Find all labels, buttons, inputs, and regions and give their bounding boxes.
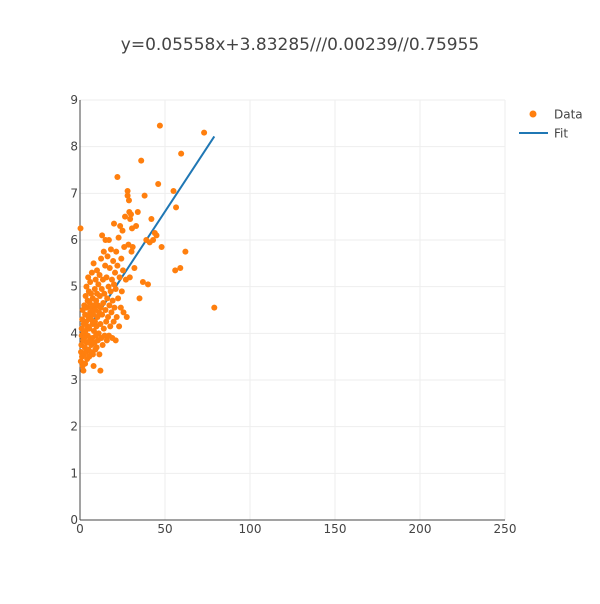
chart-title: y=0.05558x+3.83285///0.00239//0.75955 bbox=[121, 35, 479, 55]
data-point bbox=[122, 214, 128, 220]
data-point bbox=[126, 197, 132, 203]
y-tick-label: 5 bbox=[70, 280, 78, 294]
data-point bbox=[125, 188, 131, 194]
data-point bbox=[140, 279, 146, 285]
data-point bbox=[117, 274, 123, 280]
data-point bbox=[172, 267, 178, 273]
x-tick-label: 150 bbox=[324, 522, 347, 536]
data-point bbox=[113, 249, 119, 255]
data-point bbox=[155, 181, 161, 187]
data-point bbox=[103, 307, 109, 313]
x-tick-label: 100 bbox=[239, 522, 262, 536]
data-point bbox=[94, 344, 100, 350]
legend-data-marker bbox=[530, 111, 537, 118]
data-point bbox=[178, 151, 184, 157]
data-point bbox=[111, 221, 117, 227]
data-point bbox=[98, 256, 104, 262]
data-point bbox=[87, 279, 93, 285]
data-point bbox=[114, 174, 120, 180]
data-point bbox=[211, 305, 217, 311]
data-point bbox=[201, 130, 207, 136]
data-point bbox=[104, 295, 110, 301]
y-tick-label: 1 bbox=[70, 466, 78, 480]
data-point bbox=[120, 228, 126, 234]
data-point bbox=[114, 263, 120, 269]
data-point bbox=[110, 258, 116, 264]
data-point bbox=[104, 274, 110, 280]
data-point bbox=[78, 225, 84, 231]
data-point bbox=[105, 253, 111, 259]
data-point bbox=[101, 326, 107, 332]
data-point bbox=[91, 363, 97, 369]
data-point bbox=[133, 223, 139, 229]
data-point bbox=[159, 244, 165, 250]
data-point bbox=[130, 244, 136, 250]
data-point bbox=[182, 249, 188, 255]
data-point bbox=[137, 295, 143, 301]
data-point bbox=[173, 204, 179, 210]
x-tick-label: 50 bbox=[157, 522, 172, 536]
legend-fit-label: Fit bbox=[554, 127, 568, 141]
data-point bbox=[106, 237, 112, 243]
y-tick-label: 2 bbox=[70, 420, 78, 434]
legend-data-label: Data bbox=[554, 108, 583, 122]
data-point bbox=[100, 342, 106, 348]
x-tick-label: 250 bbox=[494, 522, 517, 536]
data-point bbox=[116, 323, 122, 329]
y-tick-label: 7 bbox=[70, 186, 78, 200]
x-tick-label: 200 bbox=[409, 522, 432, 536]
data-point bbox=[131, 265, 137, 271]
data-point bbox=[110, 298, 116, 304]
data-point bbox=[157, 123, 163, 129]
data-point bbox=[124, 314, 130, 320]
data-point bbox=[142, 193, 148, 199]
data-point bbox=[97, 368, 103, 374]
data-point bbox=[114, 314, 120, 320]
data-point bbox=[91, 260, 97, 266]
data-point bbox=[171, 188, 177, 194]
data-point bbox=[96, 351, 102, 357]
data-point bbox=[89, 270, 95, 276]
data-point bbox=[100, 300, 106, 306]
data-point bbox=[177, 265, 183, 271]
data-point bbox=[108, 246, 114, 252]
data-point bbox=[112, 305, 118, 311]
data-point bbox=[107, 265, 113, 271]
data-point bbox=[127, 274, 133, 280]
data-point bbox=[115, 295, 121, 301]
data-point bbox=[120, 267, 126, 273]
data-point bbox=[145, 281, 151, 287]
data-point bbox=[101, 249, 107, 255]
data-point bbox=[113, 337, 119, 343]
data-point bbox=[154, 232, 160, 238]
y-tick-label: 8 bbox=[70, 140, 78, 154]
y-tick-label: 3 bbox=[70, 373, 78, 387]
data-point bbox=[138, 158, 144, 164]
y-tick-label: 0 bbox=[70, 513, 78, 527]
data-point bbox=[128, 211, 134, 217]
data-point bbox=[112, 270, 118, 276]
data-point bbox=[148, 216, 154, 222]
data-point bbox=[119, 288, 125, 294]
y-tick-label: 9 bbox=[70, 93, 78, 107]
data-point bbox=[113, 286, 119, 292]
data-point bbox=[116, 235, 122, 241]
y-tick-label: 4 bbox=[70, 326, 78, 340]
data-point bbox=[108, 288, 114, 294]
data-point bbox=[135, 209, 141, 215]
data-point bbox=[118, 256, 124, 262]
data-point bbox=[80, 368, 86, 374]
y-tick-label: 6 bbox=[70, 233, 78, 247]
